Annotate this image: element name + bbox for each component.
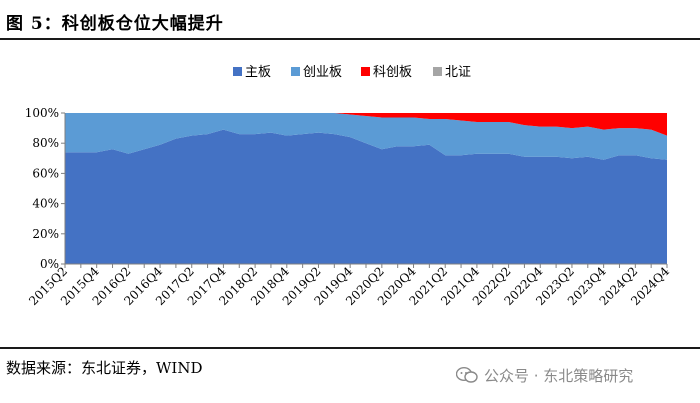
watermark: 公众号 · 东北策略研究 (456, 362, 633, 388)
area-series-1 (65, 129, 667, 264)
legend-swatch (361, 67, 370, 76)
y-tick-label: 60% (32, 166, 59, 180)
title-row: 图 5：科创板仓位大幅提升 (0, 0, 700, 38)
top-rule (0, 38, 700, 40)
area-series-group (65, 113, 667, 264)
chart-legend: 主板 创业板 科创板 北证 (233, 65, 471, 80)
stacked-area-chart: 主板 创业板 科创板 北证 0%20%40%60%80%100%2015Q22015Q… (25, 65, 673, 308)
legend-swatch (433, 67, 442, 76)
area-series-2 (65, 113, 667, 160)
data-source-note: 数据来源：东北证券，WIND (6, 359, 203, 377)
legend-swatch (233, 67, 242, 76)
y-tick-label: 0% (40, 257, 59, 271)
y-tick-label: 80% (32, 136, 59, 150)
area-series-3 (65, 113, 667, 136)
legend-label: 主板 (245, 65, 271, 80)
y-tick-label: 20% (32, 227, 59, 241)
y-tick-label: 100% (25, 106, 59, 120)
wechat-icon (456, 367, 478, 383)
legend-swatch (291, 67, 300, 76)
chart-title: 图 5：科创板仓位大幅提升 (6, 14, 224, 34)
y-tick-label: 40% (32, 197, 59, 211)
watermark-text: 公众号 · 东北策略研究 (484, 366, 634, 385)
legend-label: 科创板 (373, 65, 412, 80)
legend-label: 创业板 (303, 65, 342, 80)
legend-label: 北证 (445, 65, 471, 80)
bottom-rule (0, 347, 700, 349)
